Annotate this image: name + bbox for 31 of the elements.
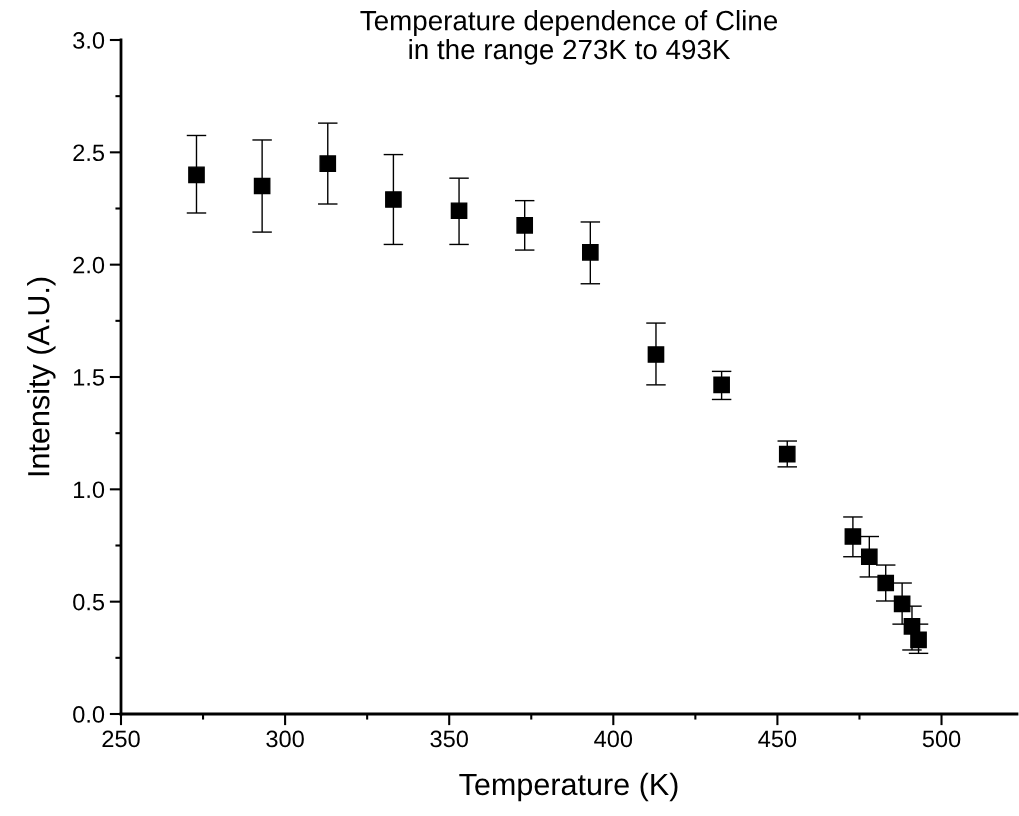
point	[450, 202, 468, 220]
y-tick-label: 0.0	[73, 706, 105, 723]
point	[319, 155, 337, 172]
x-tick-label: 400	[594, 730, 633, 748]
point	[713, 376, 730, 394]
point	[860, 548, 878, 566]
x-tick-label: 300	[266, 730, 304, 748]
x-tick-label: 350	[430, 730, 468, 748]
y-tick-label: 1.5	[74, 369, 105, 386]
chart-title: Temperature dependence of Cline in the range 273K to 493K	[360, 10, 778, 65]
point	[778, 445, 796, 463]
y-tick-label: 2.0	[73, 256, 105, 274]
point	[516, 217, 534, 234]
y-tick-label: 3.0	[73, 32, 105, 49]
point	[581, 243, 599, 261]
x-axis-title: Temperature (K)	[459, 772, 678, 802]
point	[844, 528, 862, 545]
point	[910, 631, 927, 649]
point	[188, 166, 205, 184]
y-tick-label: 1.0	[74, 481, 105, 499]
y-tick-label: 2.5	[73, 144, 105, 162]
x-tick-label: 250	[102, 730, 140, 748]
x-tick-label: 500	[922, 730, 961, 748]
point	[647, 346, 665, 363]
x-tick-label: 450	[758, 730, 797, 748]
point	[877, 574, 895, 592]
y-tick-label: 0.5	[73, 593, 105, 611]
y-axis-title: Intensity (A.U.)	[27, 277, 56, 476]
point	[253, 177, 271, 195]
point	[385, 191, 402, 208]
point	[893, 595, 911, 613]
